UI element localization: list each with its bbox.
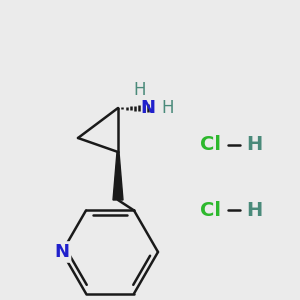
Text: H: H <box>246 136 262 154</box>
Text: N: N <box>140 99 155 117</box>
Text: H: H <box>246 200 262 220</box>
Text: Cl: Cl <box>200 200 221 220</box>
Text: N: N <box>55 243 70 261</box>
Polygon shape <box>113 152 123 200</box>
Text: H: H <box>134 81 146 99</box>
Text: H: H <box>162 99 174 117</box>
Text: Cl: Cl <box>200 136 221 154</box>
